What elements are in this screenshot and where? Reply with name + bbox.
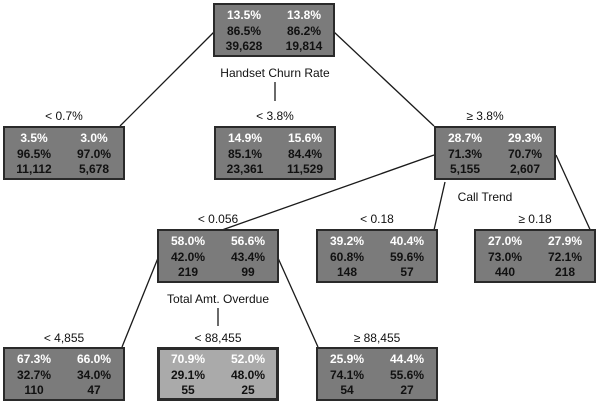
node-count: 55 [181,383,195,397]
node-count: 218 [554,265,576,279]
tree-node-8-highlighted: 70.9% 52.0% 29.1% 48.0% 55 25 [157,347,279,401]
node-count: 23,361 [226,162,264,176]
node-value: 29.3% [507,131,543,145]
node-count: 27 [400,383,414,397]
branch-label: < 3.8% [256,109,294,123]
node-value: 55.6% [389,368,425,382]
node-count: 54 [340,383,354,397]
node-value: 74.1% [329,368,365,382]
edge-n4-n9 [277,257,319,348]
node-value: 48.0% [230,368,266,382]
node-count: 99 [241,265,255,279]
edge-root-n3 [333,31,435,127]
tree-node-3: 28.7% 29.3% 71.3% 70.7% 5,155 2,607 [434,126,556,180]
edge-n3-n4 [221,154,435,231]
node-value: 3.5% [20,131,48,145]
node-value: 34.0% [76,368,112,382]
split-label-total-amt-overdue: Total Amt. Overdue [166,292,270,306]
node-count: 2,607 [509,162,541,176]
node-value: 13.8% [286,8,322,22]
node-value: 59.6% [389,250,425,264]
tree-node-7: 67.3% 66.0% 32.7% 34.0% 110 47 [3,347,125,401]
node-value: 40.4% [389,234,425,248]
node-value: 66.0% [76,352,112,366]
branch-label: ≥ 0.18 [518,212,552,226]
node-count: 5,155 [449,162,481,176]
node-value: 42.0% [170,250,206,264]
edge-n3-n6 [555,154,594,237]
node-count: 440 [494,265,516,279]
node-value: 86.2% [286,24,322,38]
node-value: 25.9% [329,352,365,366]
node-count: 19,814 [285,39,323,53]
node-count: 47 [87,383,101,397]
node-value: 15.6% [287,131,323,145]
node-count: 25 [241,383,255,397]
node-value: 58.0% [170,234,206,248]
node-value: 72.1% [547,250,583,264]
branch-label: < 0.056 [197,212,239,226]
node-value: 32.7% [16,368,52,382]
tree-node-9: 25.9% 44.4% 74.1% 55.6% 54 27 [316,347,438,401]
node-value: 86.5% [226,24,262,38]
node-value: 14.9% [227,131,263,145]
node-count: 57 [400,265,414,279]
split-label-call-trend: Call Trend [457,190,513,204]
node-value: 29.1% [170,368,206,382]
tree-node-4: 58.0% 56.6% 42.0% 43.4% 219 99 [157,229,279,283]
tree-node-root: 13.5% 13.8% 86.5% 86.2% 39,628 19,814 [213,3,335,57]
node-value: 97.0% [76,147,112,161]
branch-label: < 4,855 [43,331,85,345]
node-count: 110 [24,383,44,397]
node-value: 71.3% [447,147,483,161]
branch-label: < 0.18 [360,212,394,226]
node-value: 96.5% [16,147,52,161]
split-label-root: Handset Churn Rate [220,66,330,80]
branch-label: ≥ 3.8% [466,109,504,123]
node-value: 28.7% [447,131,483,145]
node-value: 27.9% [547,234,583,248]
node-value: 39.2% [329,234,365,248]
node-value: 13.5% [226,8,262,22]
node-value: 73.0% [487,250,523,264]
node-value: 44.4% [389,352,425,366]
node-count: 11,112 [16,162,52,176]
tree-node-6: 27.0% 27.9% 73.0% 72.1% 440 218 [474,229,596,283]
node-value: 60.8% [329,250,365,264]
node-count: 39,628 [225,39,263,53]
branch-label: < 88,455 [194,331,242,345]
node-value: 27.0% [487,234,523,248]
node-value: 67.3% [16,352,52,366]
node-value: 70.7% [507,147,543,161]
branch-label: < 0.7% [45,109,83,123]
node-value: 70.9% [170,352,206,366]
node-value: 3.0% [80,131,108,145]
node-count: 5,678 [78,162,110,176]
node-count: 148 [336,265,358,279]
node-value: 56.6% [230,234,266,248]
node-value: 85.1% [227,147,263,161]
node-value: 43.4% [230,250,266,264]
node-value: 84.4% [287,147,323,161]
node-value: 52.0% [230,352,266,366]
edge-n4-n7 [121,257,159,348]
branch-label: ≥ 88,455 [353,331,401,345]
tree-node-2: 14.9% 15.6% 85.1% 84.4% 23,361 11,529 [214,126,336,180]
edge-root-n1 [119,31,215,127]
node-count: 11,529 [286,162,324,176]
tree-node-5: 39.2% 40.4% 60.8% 59.6% 148 57 [316,229,438,283]
node-count: 219 [177,265,199,279]
tree-node-1: 3.5% 3.0% 96.5% 97.0% 11,112 5,678 [3,126,125,180]
edge-n3-n5 [433,181,446,231]
